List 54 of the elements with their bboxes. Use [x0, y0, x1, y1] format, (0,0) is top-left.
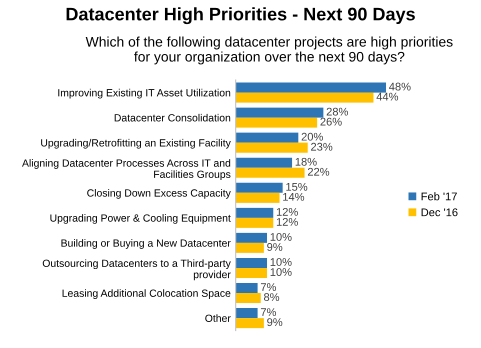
bar: [236, 258, 268, 268]
bar: [236, 192, 280, 203]
data-label: 15%: [286, 182, 308, 191]
data-label: 12%: [276, 208, 298, 216]
y-tick-label: Improving Existing IT Asset Utilization: [58, 88, 230, 99]
data-label: 18%: [296, 158, 317, 166]
bar: [236, 242, 264, 253]
bar: [236, 318, 264, 328]
y-tick-label: Closing Down Excess Capacity: [87, 189, 231, 199]
data-label: 12%: [276, 218, 298, 226]
bar: [236, 268, 268, 278]
bar: [236, 182, 283, 193]
y-tick-label: Upgrading Power & Cooling Equipment: [50, 214, 231, 224]
data-label: 7%: [260, 283, 276, 291]
y-tick-label: Outsourcing Datacenters to a Third-party provider: [42, 259, 231, 280]
y-tick-label: Leasing Additional Colocation Space: [62, 289, 230, 299]
data-label: 26%: [320, 118, 342, 126]
y-tick-label: Other: [205, 314, 231, 322]
bar: [236, 92, 374, 103]
data-label: 10%: [270, 233, 292, 241]
bar: [236, 142, 308, 153]
bar: [236, 282, 258, 294]
data-label: 8%: [264, 293, 280, 302]
data-label: 9%: [267, 243, 282, 251]
data-label: 20%: [302, 132, 323, 141]
bar: [236, 82, 386, 93]
bar: [236, 158, 292, 168]
y-tick-label: Building or Buying a New Datacenter: [61, 239, 231, 249]
y-tick-label: Aligning Datacenter Processes Across IT and Facilities Groups: [22, 159, 230, 180]
data-label: 44%: [376, 92, 398, 101]
data-label: 23%: [311, 142, 332, 151]
y-tick-label: Upgrading/Retrofitting an Existing Facility: [41, 138, 231, 149]
bar: [236, 293, 261, 304]
data-label: 28%: [326, 108, 348, 116]
data-label: 9%: [267, 318, 282, 326]
data-label: 7%: [260, 308, 276, 316]
bar: [236, 232, 268, 243]
data-label: 10%: [270, 268, 292, 276]
legend-label: Feb '17: [422, 192, 457, 200]
data-label: 48%: [389, 82, 411, 91]
bar: [236, 208, 274, 218]
bar: [236, 108, 324, 118]
data-label: 14%: [283, 192, 304, 201]
legend-label: Dec '16: [422, 208, 458, 216]
bar: [236, 132, 298, 143]
y-tick-label: Datacenter Consolidation: [114, 114, 230, 122]
chart-title: Datacenter High Priorities - Next 90 Days: [66, 7, 415, 24]
data-label: 10%: [270, 258, 292, 266]
bar: [236, 118, 318, 128]
chart-subtitle: Which of the following datacenter projects are high priorities for your organization over the next 90 days?: [86, 36, 453, 64]
data-label: 22%: [308, 168, 330, 176]
bar: [236, 168, 305, 178]
bar: [236, 218, 274, 228]
bar: [236, 308, 258, 318]
